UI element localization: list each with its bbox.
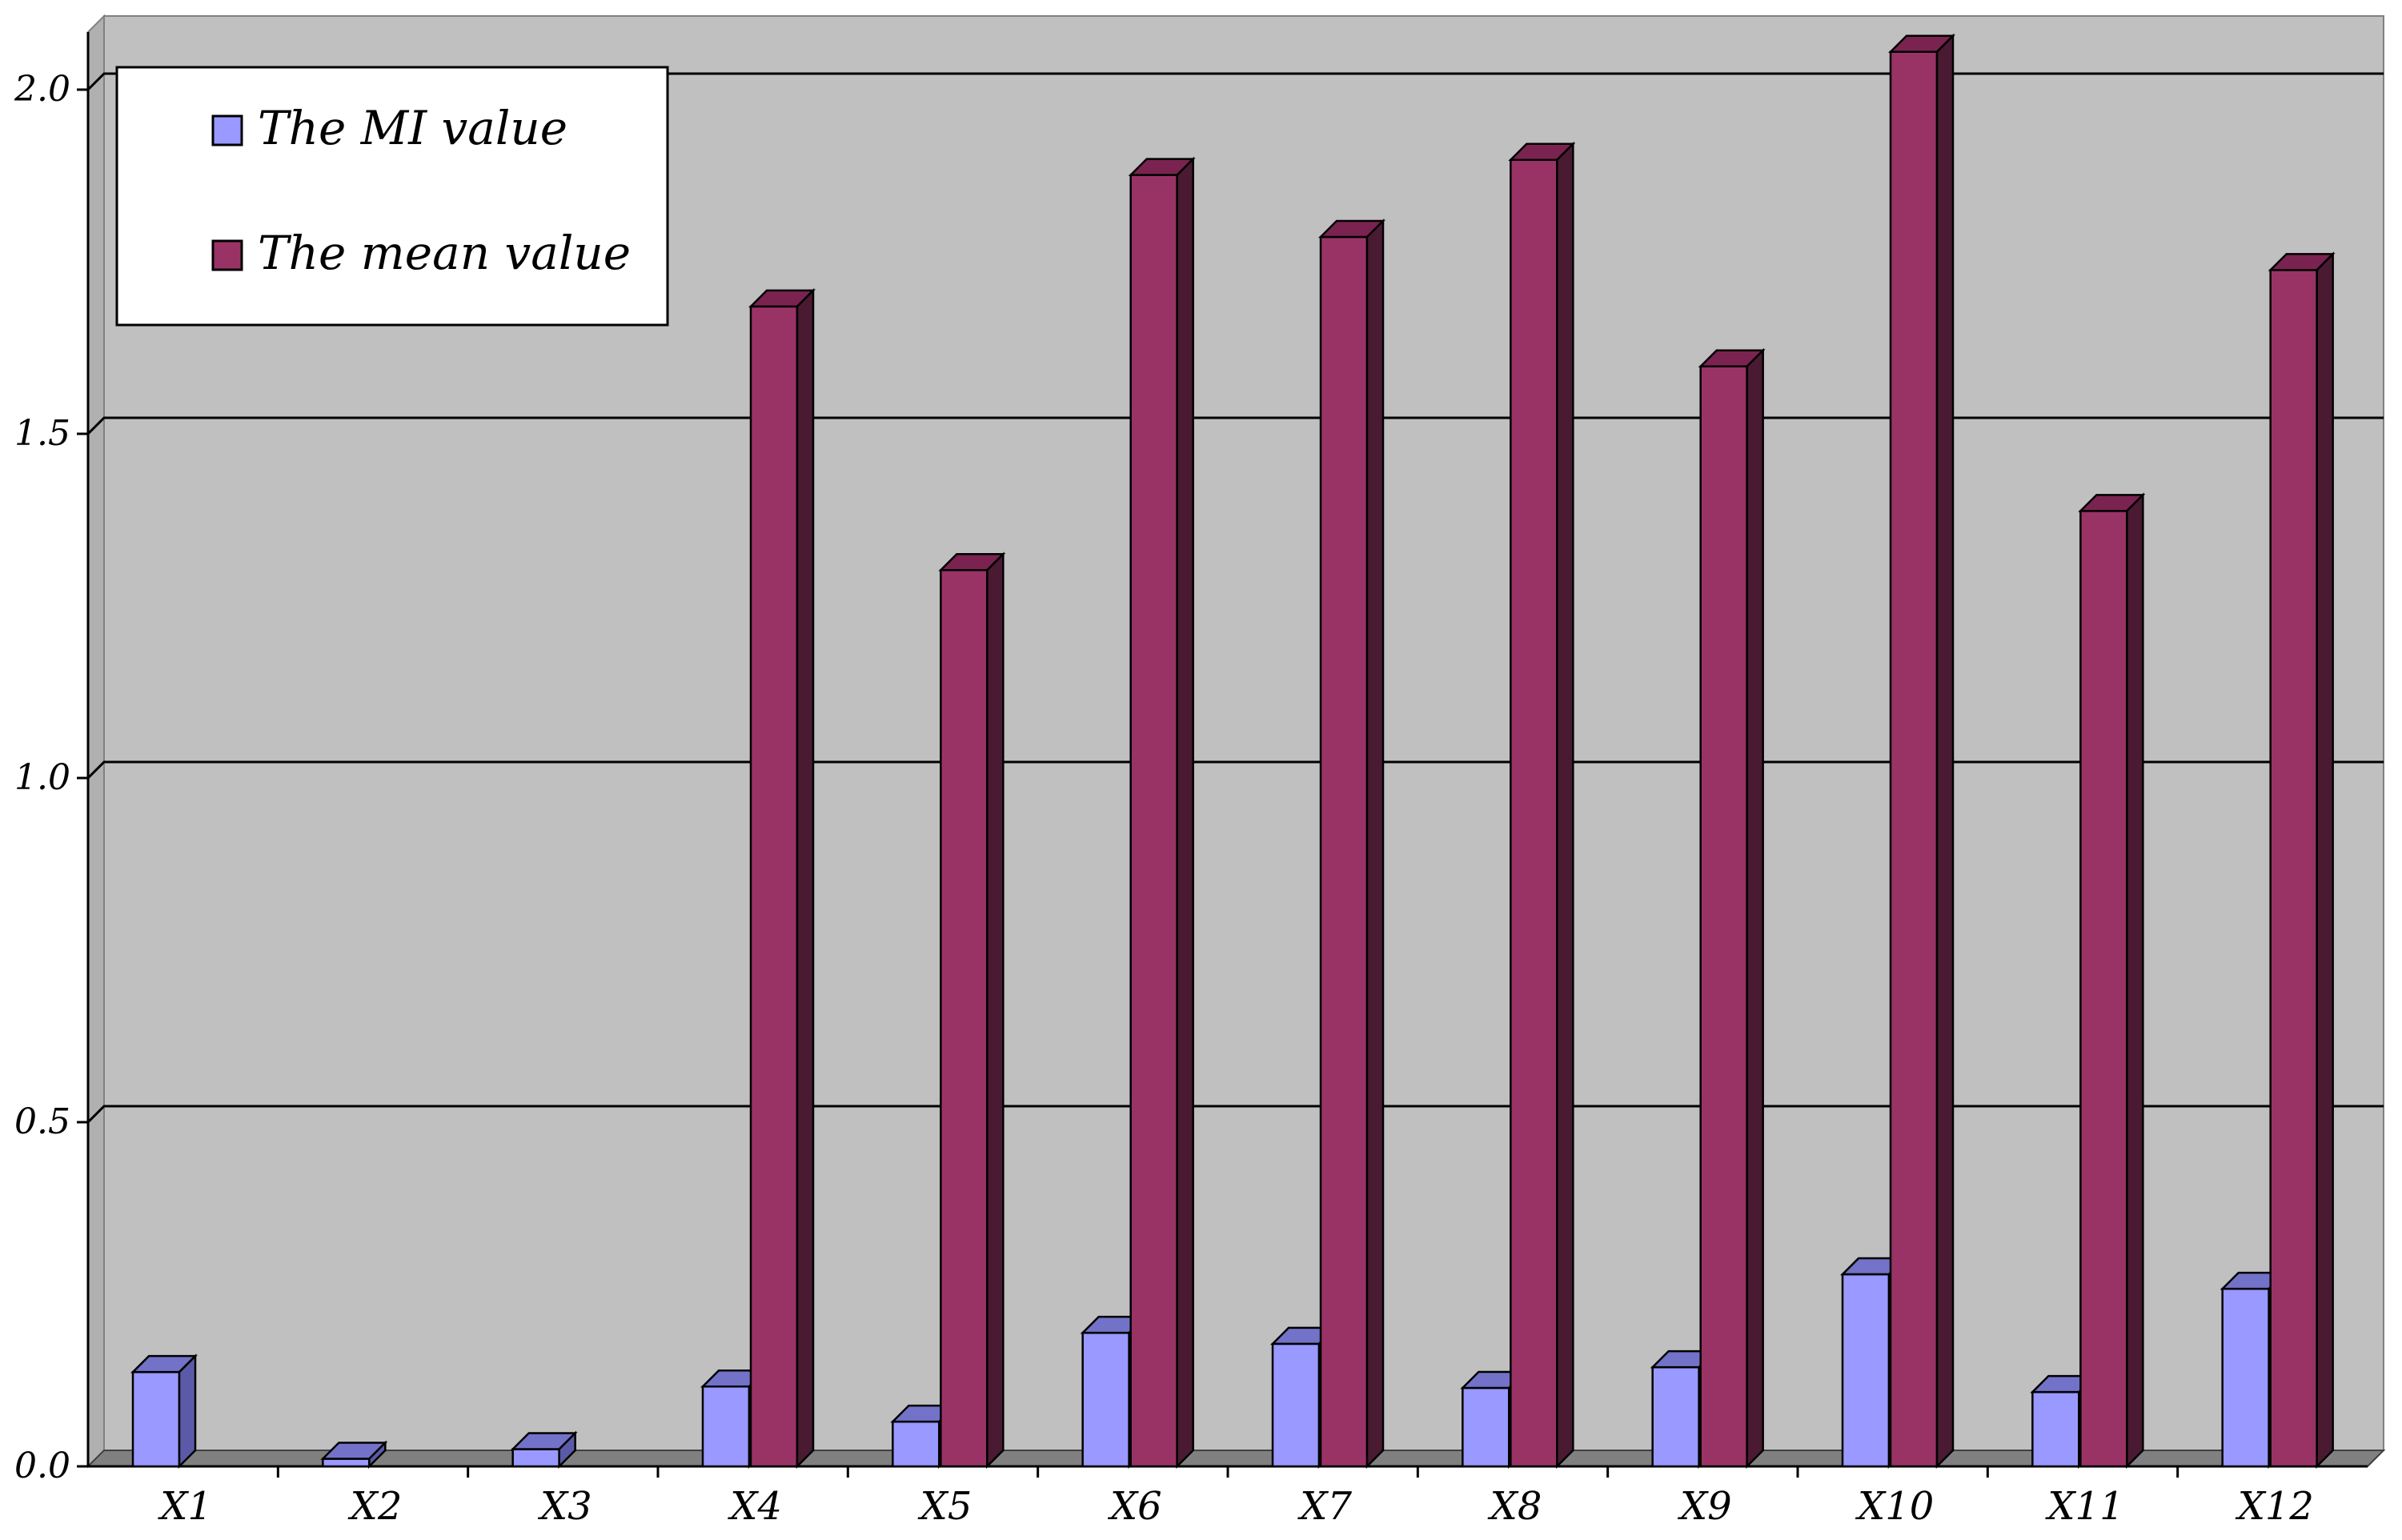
bar-mean-value <box>1508 141 1576 1470</box>
x-tick-label: X5 <box>917 1484 972 1529</box>
bar-mean-value <box>1317 219 1386 1470</box>
bar-mi-value-front <box>2221 1287 2270 1468</box>
bar-mi-value <box>130 1354 198 1470</box>
bar-mean-value-front <box>749 305 799 1468</box>
grid-line <box>86 416 2384 435</box>
y-tick-label: 1.5 <box>14 413 70 454</box>
x-tick-label: X11 <box>2044 1484 2123 1529</box>
bar-mean-value-side <box>2316 251 2334 1470</box>
bar-mean-value <box>2268 251 2336 1470</box>
bar-mi-value-front <box>511 1448 560 1468</box>
bar-mi-value-side <box>558 1430 576 1470</box>
grid-line <box>86 72 2384 91</box>
plot-walls <box>86 14 2386 1469</box>
bar-mi-value-front <box>1841 1273 1891 1468</box>
grid-lines <box>86 72 2384 1124</box>
bar-mi-value <box>510 1430 578 1470</box>
bar-mean-value-front <box>2269 269 2318 1468</box>
bar-mean-value <box>1887 33 1956 1470</box>
x-tick-label: X9 <box>1677 1484 1732 1529</box>
legend-swatch-mi-value <box>211 114 243 146</box>
bar-mi-value-side <box>178 1354 197 1470</box>
bar-mean-value-side <box>1746 347 1764 1470</box>
bar-mean-value <box>938 551 1006 1470</box>
bar-mi-value-front <box>701 1385 751 1468</box>
legend-swatch-mean-value <box>211 239 243 271</box>
bar-mi-value-front <box>1462 1386 1510 1468</box>
bar-mi-value-front <box>1271 1342 1321 1468</box>
bar-mean-value-side <box>1935 33 1955 1470</box>
y-tick-label: 0.0 <box>14 1446 70 1486</box>
x-tick-label: X12 <box>2235 1484 2314 1529</box>
bar-mean-value-front <box>1889 50 1939 1468</box>
bar-mean-value-front <box>1129 174 1178 1468</box>
x-tick-label: X1 <box>157 1484 212 1529</box>
bar-mean-value <box>2078 492 2146 1470</box>
bar-mi-value-front <box>2031 1390 2080 1468</box>
bar-mean-value-front <box>1510 158 1558 1468</box>
bar-mean-value <box>1128 156 1196 1470</box>
y-tick-label: 0.5 <box>14 1101 70 1142</box>
x-tick-label: X8 <box>1487 1484 1542 1529</box>
bar-mean-value-side <box>986 551 1005 1470</box>
bar-mi-value-front <box>1651 1366 1700 1468</box>
bar-mi-value-side <box>368 1440 387 1470</box>
x-tick-label: X4 <box>727 1484 782 1529</box>
bar-mi-value-front <box>322 1458 371 1468</box>
y-tick-label: 1.0 <box>14 757 70 798</box>
grid-line <box>86 1105 2384 1124</box>
x-tick-label: X3 <box>537 1484 592 1529</box>
x-tick-label: X7 <box>1297 1484 1352 1529</box>
x-tick-label: X10 <box>1855 1484 1934 1529</box>
x-tick-label: X6 <box>1107 1484 1162 1529</box>
bar-mean-value-side <box>1556 141 1574 1470</box>
legend-box <box>115 66 669 327</box>
bar-mean-value-side <box>2126 492 2144 1470</box>
legend-label-mean-value: The mean value <box>258 226 631 280</box>
bar-mi-value-front <box>1081 1331 1130 1468</box>
y-tick-label: 2.0 <box>14 69 70 110</box>
bar-mean-value-side <box>796 287 815 1470</box>
x-tick-label: X2 <box>347 1484 403 1529</box>
bar-mean-value-front <box>1699 365 1748 1468</box>
bar-mean-value-front <box>1319 235 1369 1468</box>
legend-label-mi-value: The MI value <box>258 101 567 155</box>
grid-line <box>86 760 2384 780</box>
plot-side-wall <box>87 14 105 1469</box>
bar-mean-value-side <box>1365 219 1385 1470</box>
bar-mean-value <box>748 287 816 1470</box>
bar-mean-value-side <box>1176 156 1194 1470</box>
bar-mi-value-front <box>131 1370 181 1468</box>
y-axis-ticks: 0.0 0.5 1.0 1.5 2.0 <box>14 69 88 1486</box>
x-axis-ticks: X1 X2 X3 X4 X5 X6 X7 X8 X9 X10 X11 X12 <box>157 1466 2314 1529</box>
bars <box>130 33 2336 1470</box>
bar-mi-value <box>320 1440 388 1470</box>
legend: The MI value The mean value <box>115 66 669 327</box>
bar-mi-value-front <box>892 1420 940 1468</box>
bar-mean-value <box>1698 347 1766 1470</box>
bar-mean-value-front <box>2079 510 2128 1468</box>
bar-mean-value-front <box>940 569 988 1468</box>
